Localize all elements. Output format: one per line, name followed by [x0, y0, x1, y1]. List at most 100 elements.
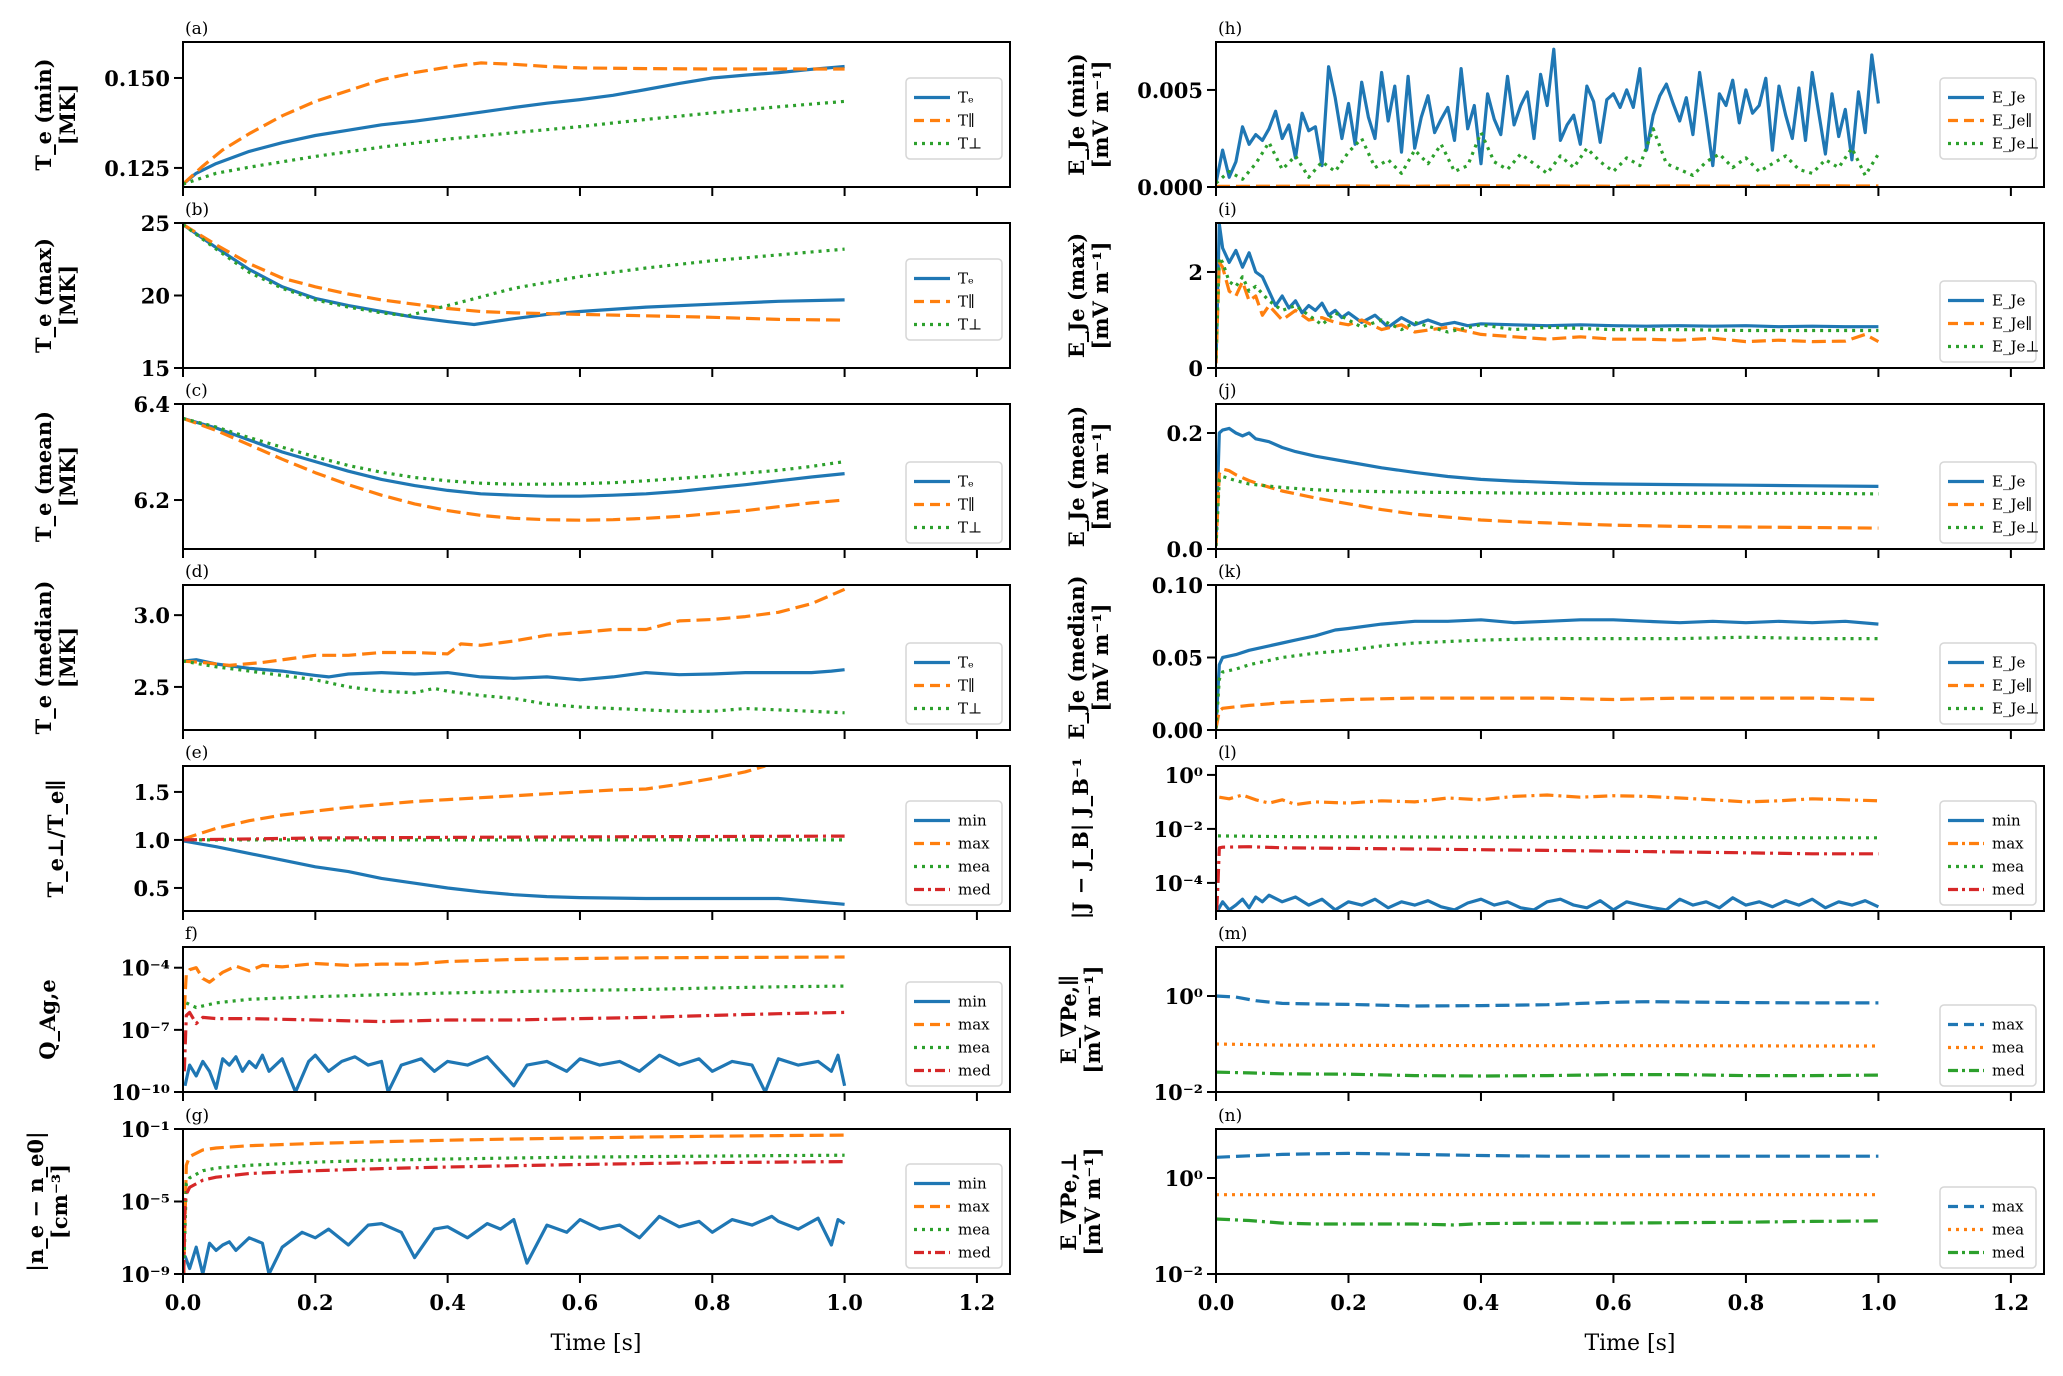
y-tick-label: 0.000 [1137, 175, 1203, 200]
y-tick-label: 0.5 [133, 876, 170, 901]
panel-e: 0.5 1.0 1.5 (e) T_e⊥/T_e∥ min max mea med [43, 743, 1011, 920]
x-tick-label: 1.0 [826, 1290, 863, 1315]
y-tick-label: 0.125 [104, 156, 170, 181]
panel-g: 0.0 0.2 0.4 0.6 0.8 1.0 1.2 10⁻⁹ 10⁻⁵ 10⁻¹ (g) |n_e… [23, 1106, 1011, 1315]
y-tick-label: 0.0 [1166, 537, 1203, 562]
y-tick-label: 10⁰ [1165, 1166, 1203, 1191]
y-tick-label: 1.0 [133, 828, 170, 853]
legend: max mea med [1939, 1004, 2037, 1087]
series-line-t-perp [183, 659, 845, 715]
panel-tag: (n) [1218, 1106, 1242, 1126]
legend-label: T∥ [958, 496, 975, 514]
y-tick-label: 10⁻⁹ [120, 1262, 170, 1287]
panel-tag: (i) [1218, 200, 1237, 220]
series-group [1216, 426, 1879, 547]
y-tick-label: 6.4 [133, 392, 170, 417]
panel-tag: (m) [1218, 924, 1247, 944]
panel-h: 0.000 0.005 (h) E_Je (min) [mV m⁻¹] E_Je E_Je∥… [1064, 19, 2045, 200]
legend: min max mea med [1939, 800, 2037, 906]
y-axis-label: [MK] [55, 84, 80, 145]
series-line-mea [1216, 1042, 1879, 1048]
axes-frame [182, 584, 1011, 731]
y-axis-label: [MK] [55, 265, 80, 326]
x-tick-label: 0.8 [1728, 1290, 1765, 1315]
x-tick-label: 0.4 [1463, 1290, 1500, 1315]
series-line-t-e [183, 658, 845, 682]
y-tick-label: 2.5 [133, 675, 170, 700]
panel-m: 10⁻² 10⁰ (m) E_∇Pe,∥ [mV m⁻¹] max mea med [1056, 924, 2045, 1105]
series-line-max [1216, 1151, 1879, 1159]
legend-label: max [1992, 835, 2024, 853]
legend-label: T⊥ [958, 135, 982, 153]
series-line-e-je [1216, 47, 1880, 184]
y-axis-label: |J − J_B| J_B⁻¹ [1068, 758, 1093, 919]
series-line-med [183, 834, 845, 842]
y-axis-label: T_e⊥/T_e∥ [43, 780, 68, 898]
y-tick-label: 0.005 [1137, 78, 1203, 103]
panel-tag: (d) [185, 562, 209, 582]
series-line-e-je-perp [1216, 127, 1880, 185]
x-tick-label: 0.2 [297, 1290, 334, 1315]
y-axis-label: T_e (min) [31, 58, 56, 170]
y-axis-label: E_Je (min) [1064, 53, 1089, 175]
axes-frame [182, 946, 1011, 1093]
panel-i: 0 2 (i) E_Je (max) [mV m⁻¹] E_Je E_Je∥ E_Je⊥ [1064, 200, 2045, 381]
series-group [1216, 994, 1879, 1078]
legend-label: max [1992, 1016, 2024, 1034]
series-line-t-perp [183, 99, 845, 186]
series-line-t-perp [183, 416, 845, 486]
y-tick-label: 0 [1188, 356, 1203, 381]
legend-label: E_Je [1992, 89, 2025, 107]
y-tick-label: 10⁻² [1153, 817, 1203, 842]
series-line-max [183, 766, 766, 841]
series-line-t-par [183, 587, 846, 668]
x-axis-label-right: Time [s] [1584, 1331, 1675, 1356]
series-group [183, 61, 845, 186]
legend: Tₑ T∥ T⊥ [905, 642, 1003, 725]
legend-label: min [958, 812, 987, 830]
series-line-med [183, 1160, 845, 1274]
panel-tag: (c) [185, 381, 208, 401]
y-axis-label: T_e (mean) [31, 411, 56, 542]
y-tick-label: 25 [141, 211, 170, 236]
series-group [183, 587, 846, 715]
legend: min max mea med [905, 1163, 1003, 1269]
series-line-med [1216, 1217, 1879, 1227]
legend-label: mea [1992, 858, 2024, 876]
axes-frame [1215, 1128, 2045, 1275]
axes-frame [1215, 584, 2045, 731]
legend-label: E_Je⊥ [1992, 519, 2039, 537]
series-line-t-par [183, 416, 845, 522]
y-tick-label: 10⁻² [1153, 1262, 1203, 1287]
series-group [183, 223, 845, 327]
legend-label: E_Je∥ [1992, 677, 2032, 695]
series-line-t-e [183, 223, 845, 327]
series-group [1216, 1151, 1879, 1227]
y-axis-label: [MK] [55, 446, 80, 507]
panel-j: 0.00.2(j)E_Je (mean) [mV m⁻¹] E_JeE_Je∥E_J… [1064, 381, 2045, 562]
y-tick-label: 10⁻² [1153, 1080, 1203, 1105]
legend-label: max [958, 835, 990, 853]
legend: E_Je E_Je∥ E_Je⊥ [1939, 280, 2039, 363]
x-axis-label-left: Time [s] [550, 1331, 641, 1356]
panel-c: 6.2 6.4 (c) T_e (mean) [MK] Tₑ T∥ T⊥ [31, 381, 1011, 558]
series-line-max [183, 1133, 845, 1274]
y-axis-label: T_e (median) [31, 581, 56, 735]
legend-label: T⊥ [958, 519, 982, 537]
panel-tag: (a) [185, 19, 208, 39]
panel-tag: (l) [1218, 743, 1237, 763]
legend-label: T∥ [958, 677, 975, 695]
x-tick-label: 0.2 [1330, 1290, 1367, 1315]
axes-frame [1215, 403, 2045, 550]
legend-label: med [958, 1244, 991, 1262]
legend-label: E_Je [1992, 473, 2025, 491]
legend-box [905, 981, 1003, 1087]
legend-label: med [1992, 1062, 2025, 1080]
legend-label: mea [958, 858, 990, 876]
series-group [1216, 793, 1880, 911]
series-group [183, 766, 845, 906]
legend-label: T⊥ [958, 316, 982, 334]
legend-box [905, 258, 1003, 341]
series-line-med [1216, 845, 1879, 910]
